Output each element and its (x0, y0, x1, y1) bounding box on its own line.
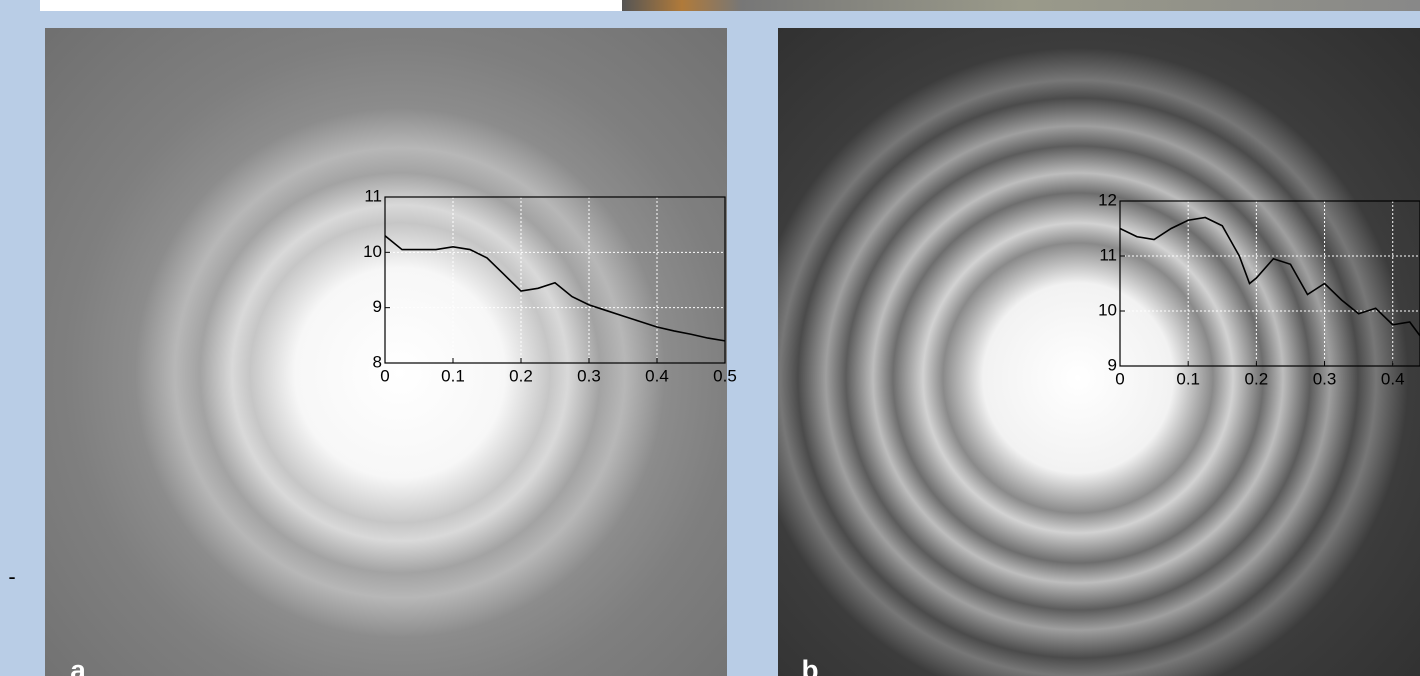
x-tick-label: 0.3 (1313, 369, 1337, 388)
page: - 89101100.10.20.30.40.5a910111200.10.20… (0, 0, 1420, 676)
x-tick-label: 0 (380, 366, 389, 385)
y-tick-label: 12 (1098, 190, 1117, 209)
x-tick-label: 0.1 (1176, 369, 1200, 388)
y-tick-label: 10 (363, 242, 382, 261)
y-tick-label: 10 (1098, 300, 1117, 319)
x-tick-label: 0.2 (1245, 369, 1269, 388)
x-tick-label: 0.5 (713, 366, 737, 385)
x-tick-label: 0.2 (509, 366, 533, 385)
y-tick-label: 9 (373, 297, 382, 316)
panel-label: b (801, 654, 818, 676)
y-tick-label: 11 (364, 186, 382, 205)
y-tick-label: 11 (1099, 245, 1117, 264)
figure: - 89101100.10.20.30.40.5a910111200.10.20… (0, 0, 1420, 676)
x-tick-label: 0.4 (1381, 369, 1405, 388)
plot-frame (1120, 201, 1420, 366)
x-tick-label: 0.1 (441, 366, 465, 385)
x-tick-label: 0.4 (645, 366, 669, 385)
x-tick-label: 0.3 (577, 366, 601, 385)
side-mark: - (8, 564, 15, 589)
plot-frame (385, 197, 725, 363)
panel-label: a (70, 654, 86, 676)
x-tick-label: 0 (1115, 369, 1124, 388)
data-line (1120, 218, 1420, 336)
data-line (385, 236, 725, 341)
